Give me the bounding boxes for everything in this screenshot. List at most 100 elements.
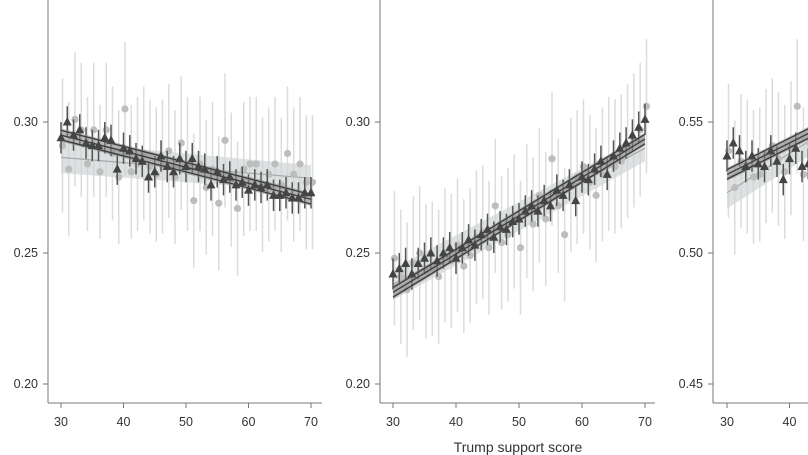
triangle-point [451, 253, 461, 262]
triangle-point [539, 195, 549, 205]
circle-point [283, 149, 292, 158]
circle-point [290, 170, 298, 178]
triangle-point [231, 179, 241, 189]
triangle-point [212, 166, 222, 176]
x-tick-label: 70 [638, 415, 652, 429]
triangle-point [125, 145, 135, 155]
triangle-point [778, 174, 788, 184]
triangle-point [583, 174, 593, 184]
triangle-point [546, 200, 555, 210]
triangle-point [785, 153, 794, 163]
triangle-point [596, 156, 606, 165]
triangle-point [533, 206, 543, 215]
triangle-point [420, 253, 429, 262]
circle-point [165, 147, 173, 155]
triangle-point [514, 213, 524, 223]
y-tick-label: 0.20 [346, 377, 370, 391]
triangle-point [100, 132, 110, 142]
triangle-point [94, 140, 103, 150]
triangle-point [766, 145, 776, 155]
circle-point [252, 160, 260, 168]
triangle-point [735, 145, 744, 155]
triangle-point [306, 187, 316, 197]
triangle-point [106, 135, 116, 144]
circle-point [302, 178, 310, 186]
circle-point [102, 126, 110, 134]
triangle-point [144, 172, 153, 181]
triangle-point [564, 179, 574, 189]
triangle-point [169, 166, 178, 176]
circle-point [115, 173, 123, 181]
circle-fit-line [726, 141, 808, 194]
circle-point [296, 160, 304, 168]
x-tick-label: 60 [575, 415, 589, 429]
triangle-point [250, 179, 260, 189]
x-tick-label: 50 [179, 415, 193, 429]
circle-point [781, 168, 789, 176]
triangle-point [62, 117, 72, 126]
circle-point [390, 254, 399, 262]
triangle-point [615, 143, 625, 152]
triangle-point [609, 151, 618, 160]
triangle-point [244, 185, 253, 194]
x-axis-label: Trump support score [454, 439, 583, 455]
triangle-point [294, 192, 303, 202]
triangle-point [527, 200, 537, 210]
triangle-point [457, 242, 467, 252]
y-tick-label: 0.50 [679, 246, 703, 260]
triangle-point [520, 206, 530, 215]
circle-point [65, 165, 73, 173]
triangle-point [75, 124, 85, 134]
y-tick-label: 0.20 [14, 377, 38, 391]
x-tick-label: 30 [720, 415, 734, 429]
circle-point [529, 220, 537, 228]
triangle-point [489, 232, 499, 241]
circle-point [265, 170, 273, 178]
triangle-point [803, 159, 808, 168]
circle-point [308, 178, 317, 186]
circle-point [71, 115, 79, 123]
triangle-point [508, 216, 518, 226]
x-tick-label: 40 [449, 415, 463, 429]
circle-point [215, 199, 223, 207]
triangle-point [175, 153, 185, 163]
circle-point [90, 126, 98, 134]
circle-point [554, 202, 562, 210]
triangle-point [558, 190, 568, 199]
triangle-point [495, 221, 505, 231]
triangle-point [791, 143, 801, 152]
circle-point [498, 238, 506, 247]
y-tick-label: 0.25 [346, 246, 370, 260]
triangle-point [438, 248, 448, 257]
y-tick-label: 0.45 [679, 377, 703, 391]
triangle-point [194, 161, 203, 171]
y-tick-label: 0.30 [346, 115, 370, 129]
triangle-point [69, 130, 78, 139]
triangle-fit-line [726, 128, 808, 171]
triangle-point [200, 164, 210, 173]
circle-point [491, 202, 499, 210]
circle-point [561, 231, 569, 239]
circle-point [271, 160, 279, 168]
circle-point [749, 173, 758, 181]
y-tick-label: 0.25 [14, 246, 38, 260]
triangle-point [470, 240, 480, 249]
triangle-point [747, 151, 757, 160]
triangle-point [156, 151, 166, 160]
panel-1: 0.20 0.25 0.30 30 40 50 60 70 [14, 0, 322, 429]
triangle-point [256, 182, 266, 191]
triangle-fit-line [726, 137, 808, 180]
triangle-point [137, 156, 147, 165]
triangle-point [275, 190, 285, 199]
circle-point [592, 191, 600, 199]
triangle-point [388, 268, 398, 278]
x-tick-label: 40 [117, 415, 131, 429]
circle-point [435, 272, 443, 281]
triangle-point [262, 179, 272, 189]
triangle-point [760, 161, 769, 171]
y-tick-label: 0.30 [14, 115, 38, 129]
triangle-point [237, 177, 247, 186]
circle-point [246, 160, 254, 168]
triangle-point [571, 195, 581, 205]
triangle-point [753, 158, 763, 168]
